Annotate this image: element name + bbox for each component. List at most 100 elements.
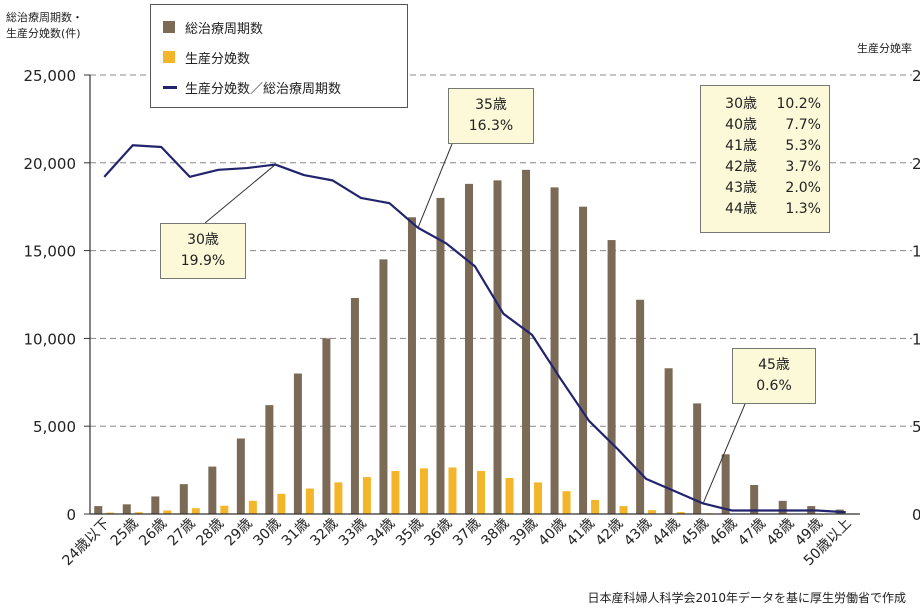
bar-total-cycles	[721, 454, 730, 514]
rate-table-row: 43歳 2.0%	[701, 178, 829, 199]
legend-label: 総治療周期数	[185, 21, 264, 37]
bar-total-cycles	[693, 403, 702, 514]
y-right-tick-label: 0.0%	[912, 506, 920, 524]
bar-births	[106, 512, 115, 514]
y-left-tick-label: 15,000	[24, 243, 77, 261]
bar-total-cycles	[151, 496, 160, 514]
legend-swatch-brown	[163, 21, 175, 33]
x-tick-label: 32歳	[307, 516, 341, 550]
bar-births	[163, 510, 172, 514]
legend-swatch-line	[163, 85, 177, 89]
bar-births	[591, 499, 600, 514]
rate-table-age: 30歳	[725, 96, 757, 112]
rate-table-rate: 2.0%	[785, 180, 821, 196]
x-tick-label: 26歳	[136, 516, 170, 550]
x-tick-label: 31歳	[279, 516, 313, 550]
bar-total-cycles	[664, 368, 673, 514]
bar-births	[505, 478, 514, 514]
bar-births	[648, 510, 657, 514]
rate-line-group	[103, 144, 846, 514]
callout-leader-line	[702, 403, 746, 504]
x-tick-label: 40歳	[536, 516, 570, 550]
y-left-tick-label: 5,000	[33, 418, 76, 436]
bar-total-cycles	[636, 299, 645, 514]
legend: 総治療周期数 生産分娩数 生産分娩数／総治療周期数	[150, 4, 408, 108]
bar-total-cycles	[265, 405, 274, 514]
bar-total-cycles	[522, 169, 531, 514]
bar-births	[619, 506, 628, 514]
bar-total-cycles	[379, 259, 388, 514]
x-tick-label: 46歳	[707, 516, 741, 550]
rate-table-rate: 10.2%	[776, 96, 821, 112]
callout-35-rate: 16.3%	[468, 118, 514, 134]
bar-total-cycles	[607, 240, 616, 514]
bar-births	[134, 512, 143, 514]
x-tick-label: 38歳	[479, 516, 513, 550]
axes	[84, 74, 860, 515]
bar-total-cycles	[179, 484, 188, 514]
bar-births	[191, 508, 200, 514]
callout-leader-line	[204, 164, 276, 224]
legend-label: 生産分娩数	[185, 51, 251, 67]
bar-total-cycles	[465, 183, 473, 514]
bar-births	[562, 491, 571, 514]
y-right-tick-label: 20.0%	[912, 155, 920, 173]
bar-total-cycles	[293, 373, 302, 514]
x-tick-label: 39歳	[507, 516, 541, 550]
callout-35-age: 35歳	[475, 97, 507, 113]
bar-births	[448, 467, 457, 514]
rate-table-row: 41歳 5.3%	[701, 136, 829, 157]
callout-leaders	[204, 143, 746, 504]
bar-total-cycles	[550, 187, 559, 514]
callout-30-rate: 19.9%	[180, 253, 226, 269]
x-tick-label: 44歳	[650, 516, 684, 550]
x-tick-label: 41歳	[564, 516, 598, 550]
x-tick-label: 25歳	[108, 516, 142, 550]
x-tick-label: 34歳	[364, 516, 398, 550]
rate-table-row: 44歳 1.3%	[701, 199, 829, 220]
bar-total-cycles	[493, 180, 502, 515]
legend-item-births: 生産分娩数	[163, 47, 250, 67]
bar-births	[477, 470, 485, 514]
x-tick-label: 28歳	[193, 516, 227, 550]
y-right-tick-label: 15.0%	[912, 243, 920, 261]
callout-45: 45歳 0.6%	[732, 348, 816, 404]
left-axis-title-line1: 総治療周期数・	[6, 11, 83, 24]
legend-swatch-orange	[163, 51, 175, 63]
legend-item-total-cycles: 総治療周期数	[163, 17, 263, 37]
bar-total-cycles	[322, 338, 331, 514]
rate-table-row: 30歳 10.2%	[701, 94, 829, 115]
right-axis-title: 生産分娩率	[857, 42, 912, 55]
callout-45-age: 45歳	[758, 357, 790, 373]
rate-table-age: 40歳	[725, 117, 757, 133]
callout-30: 30歳 19.9%	[160, 223, 246, 279]
bar-total-cycles	[94, 506, 103, 514]
x-tick-label: 30歳	[250, 516, 284, 550]
rate-table-rate: 3.7%	[785, 159, 821, 175]
rate-table-age: 44歳	[725, 201, 757, 217]
bar-total-cycles	[579, 206, 588, 514]
y-right-tick-label: 25.0%	[912, 67, 920, 85]
rate-table-age: 43歳	[725, 180, 757, 196]
x-tick-label: 43歳	[621, 516, 655, 550]
bar-total-cycles	[407, 217, 416, 514]
left-axis-title: 総治療周期数・ 生産分娩数(件)	[6, 10, 83, 42]
left-axis-title-line2: 生産分娩数(件)	[6, 27, 81, 40]
legend-label: 生産分娩数／総治療周期数	[185, 81, 342, 97]
x-tick-label: 42歳	[593, 516, 627, 550]
y-right-tick-label: 10.0%	[912, 330, 920, 348]
bar-births	[419, 468, 428, 514]
bar-births	[334, 482, 343, 514]
bar-births	[305, 488, 314, 514]
bar-total-cycles	[436, 197, 445, 515]
x-tick-label: 47歳	[735, 516, 769, 550]
rate-table-row: 40歳 7.7%	[701, 115, 829, 136]
x-tick-label: 45歳	[678, 516, 712, 550]
y-left-tick-label: 20,000	[24, 155, 77, 173]
rate-table-rate: 1.3%	[785, 201, 821, 217]
bar-total-cycles	[208, 466, 217, 514]
bar-total-cycles	[750, 485, 759, 514]
y-left-tick-label: 0	[66, 506, 76, 524]
callout-leader-line	[417, 143, 453, 228]
